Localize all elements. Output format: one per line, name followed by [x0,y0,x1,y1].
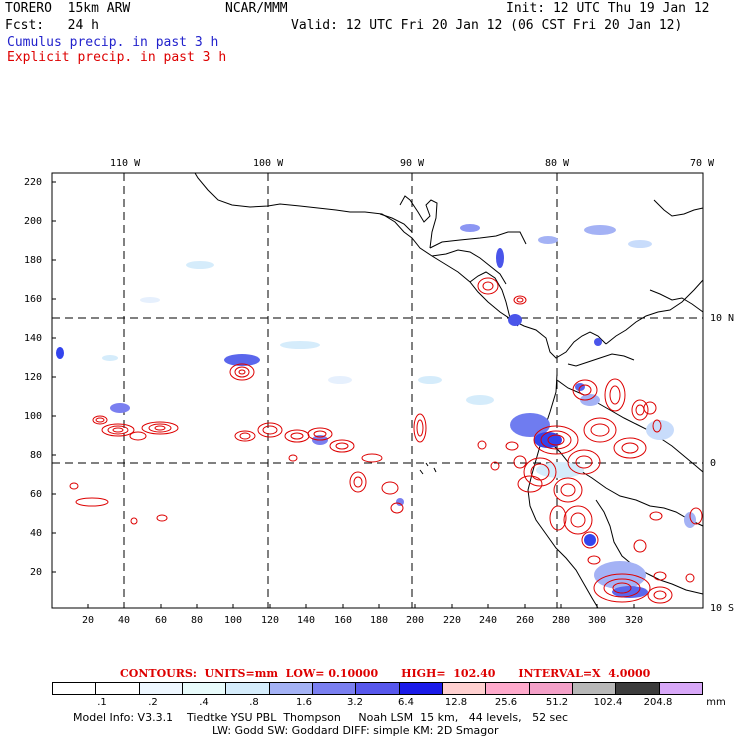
colorbar [52,682,703,695]
colorbar-swatch [182,683,227,694]
colorbar-swatch [442,683,487,694]
colorbar-label: 6.4 [398,697,414,708]
x-tick-label: 60 [155,615,168,626]
cumulus-precip [56,224,696,598]
x-tick-label: 320 [625,615,644,626]
colorbar-swatch [139,683,183,694]
colorbar-label: 3.2 [347,697,363,708]
x-tick-label: 260 [516,615,535,626]
lat-lon-grid [52,173,703,608]
x-tick-label: 140 [297,615,316,626]
x-tick-label: 280 [552,615,571,626]
colorbar-swatch [529,683,573,694]
colorbar-label: 51.2 [545,697,569,708]
y-tick-label: 140 [24,333,43,344]
lon-label-110w: 110 W [110,158,141,169]
valid-time: Valid: 12 UTC Fri 20 Jan 12 (06 CST Fri … [291,18,683,33]
colorbar-label: 204.8 [643,697,673,708]
map-frame [51,172,704,609]
y-tick-label: 100 [24,411,43,422]
x-tick-label: 200 [406,615,425,626]
model-physics: LW: Godd SW: Goddard DIFF: simple KM: 2D… [212,724,499,737]
lon-label-80w: 80 W [545,158,570,169]
x-tick-label: 240 [479,615,498,626]
colorbar-unit: mm [706,697,726,708]
lon-label-70w: 70 W [690,158,715,169]
x-tick-label: 80 [191,615,204,626]
y-tick-label: 160 [24,294,43,305]
explicit-precip [69,277,703,604]
lon-label-100w: 100 W [253,158,284,169]
precip-map [51,172,704,609]
contour-info: CONTOURS: UNITS=mm LOW= 0.10000 HIGH= 10… [120,667,651,680]
x-tick-label: 220 [443,615,462,626]
colorbar-label: .4 [199,697,209,708]
axis-ticks [52,181,635,608]
colorbar-swatch [356,683,400,694]
organization: NCAR/MMM [225,1,288,16]
lon-label-90w: 90 W [400,158,425,169]
x-tick-label: 180 [370,615,389,626]
y-tick-label: 200 [24,216,43,227]
y-tick-label: 80 [30,450,43,461]
explicit-legend: Explicit precip. in past 3 h [7,50,227,65]
x-tick-label: 160 [334,615,353,626]
colorbar-label: .8 [249,697,259,708]
coastlines [194,172,704,609]
colorbar-label: .1 [97,697,107,708]
model-name: TORERO 15km ARW [5,1,131,16]
x-tick-label: 40 [118,615,131,626]
colorbar-swatch [96,683,140,694]
colorbar-label: 1.6 [296,697,312,708]
colorbar-swatch [269,683,313,694]
init-time: Init: 12 UTC Thu 19 Jan 12 [506,1,710,16]
colorbar-swatch [226,683,270,694]
model-info: Model Info: V3.3.1 Tiedtke YSU PBL Thomp… [73,711,569,724]
colorbar-label: 25.6 [494,697,518,708]
forecast-hour: Fcst: 24 h [5,18,99,33]
colorbar-swatch [572,683,617,694]
colorbar-label: .2 [148,697,158,708]
lat-label-10n: 10 N [710,313,735,324]
y-tick-label: 60 [30,489,43,500]
y-tick-label: 220 [24,177,43,188]
colorbar-swatch [312,683,357,694]
x-tick-label: 20 [82,615,95,626]
y-tick-label: 180 [24,255,43,266]
colorbar-swatch [53,683,97,694]
y-tick-label: 20 [30,567,43,578]
x-tick-label: 120 [261,615,280,626]
colorbar-swatch [486,683,530,694]
colorbar-swatch [659,683,702,694]
y-tick-label: 40 [30,528,43,539]
colorbar-swatch [616,683,660,694]
x-tick-label: 100 [224,615,243,626]
cumulus-legend: Cumulus precip. in past 3 h [7,35,219,50]
x-tick-label: 300 [588,615,607,626]
lat-label-10s: 10 S [710,603,735,614]
colorbar-label: 102.4 [593,697,623,708]
colorbar-label: 12.8 [444,697,468,708]
y-tick-label: 120 [24,372,43,383]
lat-label-eq: 0 [710,458,717,469]
colorbar-swatch [399,683,443,694]
